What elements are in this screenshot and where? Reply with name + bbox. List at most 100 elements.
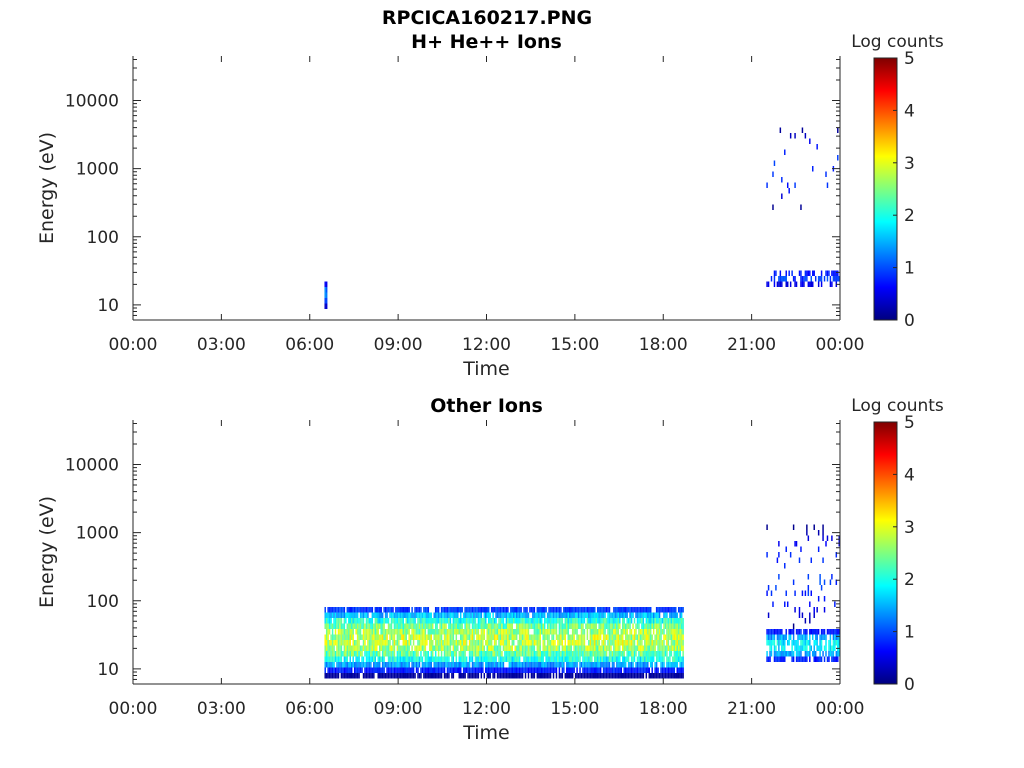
spectrogram-cell (546, 651, 549, 657)
spectrogram-cell (571, 623, 574, 629)
spectrogram-cell (424, 662, 427, 668)
spectrogram-cell (624, 607, 627, 613)
spectrogram-cell (427, 667, 430, 673)
spectrogram-cell (530, 662, 533, 668)
spectrogram-cell (663, 640, 665, 646)
spectrogram-cell (647, 662, 649, 668)
spectrogram-cell (803, 629, 805, 635)
spectrogram-cell (804, 656, 807, 662)
spectrogram-cell (795, 640, 798, 646)
spectrogram-cell (829, 281, 832, 287)
spectrogram-cell (566, 629, 568, 635)
spectrogram-cell (465, 629, 468, 635)
spectrogram-cell (558, 612, 561, 618)
spectrogram-cell (442, 662, 444, 668)
spectrogram-cell (356, 640, 359, 646)
spectrogram-cell (479, 612, 481, 618)
spectrogram-cell (340, 634, 343, 640)
spectrogram-cell (381, 640, 384, 646)
spectrogram-cell (524, 623, 527, 629)
spectrogram-cell (358, 634, 360, 640)
spectrogram-cell (454, 645, 456, 651)
spectrogram-cell (392, 618, 394, 624)
spectrogram-cell (779, 127, 782, 133)
spectrogram-cell (535, 618, 537, 624)
spectrogram-cell (342, 612, 344, 618)
spectrogram-cell (682, 673, 684, 679)
spectrogram-cell (345, 612, 347, 618)
spectrogram-cell (353, 651, 356, 657)
spectrogram-cell (639, 629, 642, 635)
spectrogram-cell (675, 618, 677, 624)
spectrogram-cell (367, 634, 369, 640)
spectrogram-cell (564, 607, 567, 613)
spectrogram-cell (651, 612, 653, 618)
spectrogram-cell (467, 662, 469, 668)
spectrogram-cell (651, 673, 653, 679)
spectrogram-cell (538, 618, 540, 624)
spectrogram-cell (549, 662, 552, 668)
spectrogram-cell (781, 634, 783, 640)
spectrogram-cell (527, 662, 530, 668)
spectrogram-cell (333, 673, 335, 679)
spectrogram-cell (598, 673, 600, 679)
spectrogram-cell (647, 629, 649, 635)
spectrogram-cell (585, 607, 587, 613)
spectrogram-cell (667, 634, 670, 640)
spectrogram-cell (493, 645, 496, 651)
spectrogram-cell (336, 618, 338, 624)
spectrogram-cell (607, 640, 609, 646)
spectrogram-cell (623, 607, 625, 613)
spectrogram-cell (800, 204, 802, 210)
spectrogram-cell (408, 673, 410, 679)
spectrogram-cell (520, 651, 522, 657)
spectrogram-cell (455, 645, 458, 651)
spectrogram-cell (474, 607, 477, 613)
spectrogram-cell (451, 673, 453, 679)
spectrogram-cell (604, 623, 606, 629)
spectrogram-cell (334, 634, 337, 640)
spectrogram-cell (477, 629, 480, 635)
spectrogram-cell (797, 651, 799, 657)
spectrogram-cell (670, 629, 673, 635)
spectrogram-cell (465, 623, 468, 629)
spectrogram-cell (383, 629, 385, 635)
spectrogram-cell (574, 640, 577, 646)
spectrogram-cell (487, 607, 490, 613)
spectrogram-cell (370, 667, 372, 673)
spectrogram-cell (552, 673, 555, 679)
spectrogram-cell (487, 618, 490, 624)
spectrogram-cell (654, 645, 656, 651)
spectrogram-cell (415, 662, 418, 668)
spectrogram-cell (334, 667, 337, 673)
spectrogram-cell (331, 640, 334, 646)
spectrogram-cell (641, 645, 643, 651)
spectrogram-cell (465, 662, 468, 668)
spectrogram-cell (605, 634, 608, 640)
spectrogram-cell (504, 640, 506, 646)
spectrogram-cell (437, 662, 440, 668)
spectrogram-cell (361, 645, 363, 651)
spectrogram-cell (598, 656, 600, 662)
spectrogram-cell (437, 651, 440, 657)
spectrogram-cell (654, 634, 656, 640)
spectrogram-cell (807, 585, 810, 591)
spectrogram-cell (554, 645, 556, 651)
spectrogram-cell (812, 281, 814, 287)
spectrogram-cell (561, 640, 564, 646)
spectrogram-cell (657, 618, 659, 624)
spectrogram-cell (359, 629, 362, 635)
spectrogram-cell (610, 618, 612, 624)
spectrogram-cell (630, 607, 633, 613)
spectrogram-cell (670, 673, 673, 679)
spectrogram-cell (591, 612, 593, 618)
spectrogram-cell (630, 629, 633, 635)
spectrogram-cell (523, 618, 525, 624)
spectrogram-cell (666, 612, 668, 618)
spectrogram-cell (518, 629, 521, 635)
spectrogram-cell (325, 612, 328, 618)
spectrogram-cell (524, 607, 527, 613)
spectrogram-cell (666, 607, 668, 613)
spectrogram-cell (577, 673, 580, 679)
spectrogram-cell (436, 645, 438, 651)
